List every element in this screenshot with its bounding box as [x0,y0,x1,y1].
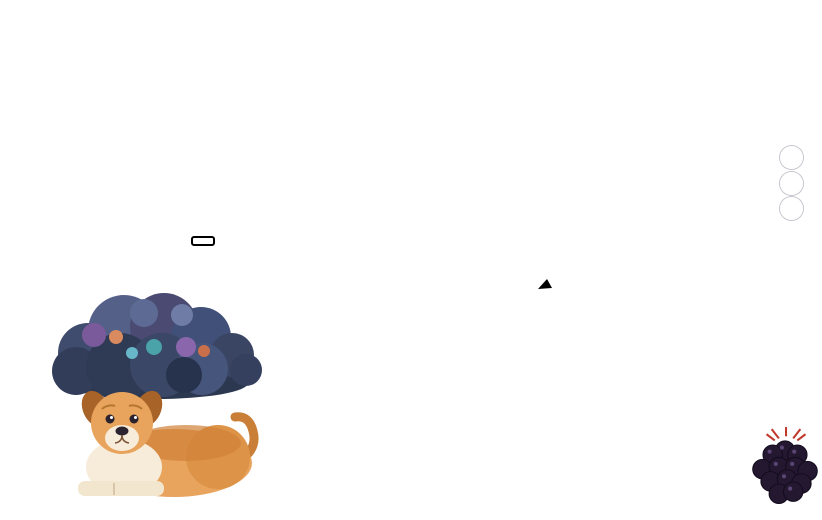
price-badge-60 [780,197,803,220]
price-badge-120 [780,146,803,169]
blackberry-illustration [752,427,818,504]
storm-cloud-icon [52,293,262,401]
annotation-arrow [538,279,552,289]
legend-item [747,12,768,27]
top-chart-legend [740,8,775,61]
bottom-chart-legend [733,276,768,329]
annotation-banner [191,236,215,246]
line-swatch-icon [747,34,762,36]
legend-item [740,310,761,325]
line-swatch-icon [747,19,762,21]
legend-item [747,27,768,42]
line-swatch-icon [740,302,755,304]
price-badge-90 [780,172,803,195]
line-swatch-icon [747,49,762,51]
legend-item [747,42,768,57]
legend-item [740,280,761,295]
sell-signal-callout [424,50,450,58]
line-swatch-icon [740,316,755,320]
dog-icon [78,390,259,497]
storm-cloud-dog-illustration [52,293,262,497]
candlestick-ma-chart [0,0,822,240]
legend-item [740,295,761,310]
line-swatch-icon [740,287,755,289]
